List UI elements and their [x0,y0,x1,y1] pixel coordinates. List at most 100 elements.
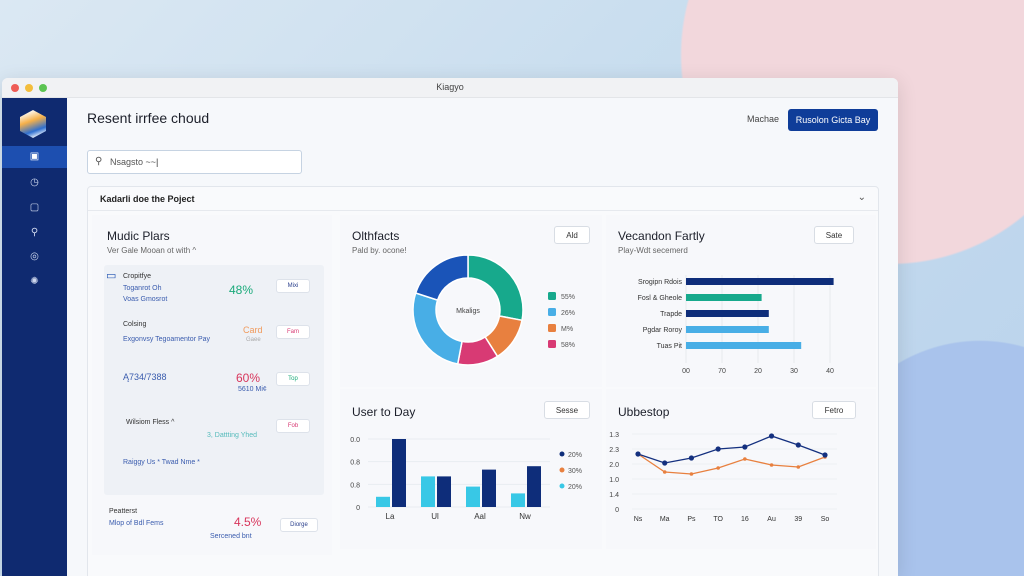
x-tick-label: 20 [754,368,762,375]
data-point [688,455,695,461]
close-button[interactable] [11,84,19,92]
item-sub-value: 5610 Mi¢ [238,386,267,393]
card-title: Olthfacts [352,229,400,243]
y-category-label: Tuas Pit [657,343,682,350]
hbar-card: Vecandon Fartly Play-Wdt secemerd Sate 0… [606,215,876,387]
y-tick-label: 0.0 [350,437,360,444]
legend-swatch [548,324,556,332]
horizontal-bar-chart: 00 70 20 30 40 Srogipn Rdois Fosl & Gheole Trap… [638,275,834,375]
maximize-button[interactable] [39,84,47,92]
x-tick-label: Ps [687,516,696,523]
legend-label: 20% [568,452,582,459]
minimize-button[interactable] [25,84,33,92]
bar [392,439,406,507]
legend-label: 20% [568,484,582,491]
y-tick-label: 0 [356,505,360,512]
nav-clock-icon[interactable]: ◷ [30,177,39,188]
data-point [716,466,720,470]
item-pill-button[interactable]: Diorge [280,518,318,532]
data-point [689,472,694,476]
legend-label: 30% [568,468,582,475]
card-title: Mudic Plars [107,229,170,243]
card-action-button[interactable]: Ald [554,226,590,244]
legend-dot [559,451,565,457]
data-point [742,444,748,450]
item-value: 48% [229,283,254,297]
item-title: Colsing [123,321,147,328]
bar [686,326,769,333]
data-point [769,463,774,467]
bar [686,294,762,301]
data-point [795,442,801,448]
item-title: Cropitfye [123,273,152,280]
data-point [768,433,775,439]
page-title: Resent irrfee choud [87,110,210,126]
nav-search-icon[interactable]: ⚲ [30,227,39,238]
data-point [662,460,668,466]
card-title: Vecandon Fartly [618,229,705,243]
card-subtitle: Pald by. ocone! [352,246,407,255]
bar [376,496,390,507]
y-tick-label: 1.4 [609,492,619,499]
donut-center-label: Mkaligs [456,308,480,315]
primary-button[interactable]: Rusolon Gicta Bay [788,109,878,131]
y-tick-label: 1.3 [609,432,619,439]
card-action-button[interactable]: Sate [814,226,854,244]
chevron-down-icon[interactable]: ⌄ [857,192,866,203]
item-value: 4.5% [234,515,262,529]
data-point [662,470,667,474]
search-input[interactable]: ⚲ Nsagsto ~~| [87,150,302,174]
x-tick-label: 30 [790,368,798,375]
bar [482,469,496,507]
donut-chart: Mkaligs 55% 26% M% 58% [412,254,575,366]
panel-header[interactable]: Kadarli doe the Poject ⌄ [88,187,878,211]
nav-dashboard-icon[interactable]: ▣ [2,146,67,168]
legend-swatch [548,340,556,348]
y-tick-label: 2.0 [609,462,619,469]
item-pill-button[interactable]: Fob [276,419,310,433]
item-sub-value: Sercened bnt [210,533,252,540]
nav-settings-icon[interactable]: ◎ [30,251,39,262]
card-action-button[interactable]: Sesse [544,401,590,419]
nav-gear-icon[interactable]: ✺ [30,276,39,287]
bar [466,486,480,507]
nav-calendar-icon[interactable]: ▢ [29,202,40,213]
checkbox-icon[interactable]: ▭ [106,270,117,282]
legend-dot [559,467,565,473]
y-category-label: Fosl & Gheole [638,295,682,302]
x-tick-label: 16 [741,516,749,523]
app-logo [20,110,46,138]
line-chart: 1.3 2.3 2.0 1.0 1.4 0 Ns Ma Ps TO 16 Au 39 So [609,432,837,523]
item-sub-value: 3, Dattting Yhed [207,432,258,439]
legend-label: 58% [561,342,575,349]
donut-card: Olthfacts Pald by. ocone! Ald Mkaligs 55%… [340,215,602,387]
x-tick-label: 00 [682,368,690,375]
bar [421,476,435,507]
donut-slice [412,292,463,365]
bar-chart: 0.0 0.8 0.8 0 La Ul Aal Nw 20% 30% 20% [350,437,582,521]
item-value: 60% [236,371,261,385]
x-tick-label: Ma [660,516,670,523]
sidebar: ▣ ◷ ▢ ⚲ ◎ ✺ [2,98,67,576]
bar [686,310,769,317]
item-pill-button[interactable]: Mixi [276,279,310,293]
item-line: Mlop of Bdl Fems [109,520,164,527]
item-pill-button[interactable]: Fam [276,325,310,339]
data-point [796,465,801,469]
item-pill-button[interactable]: Top [276,372,310,386]
legend-label: 26% [561,310,575,317]
x-tick-label: Nw [519,512,531,521]
bar [437,476,451,507]
x-tick-label: 70 [718,368,726,375]
x-tick-label: 40 [826,368,834,375]
search-value: Nsagsto ~~ [110,157,157,167]
item-line: Raiggy Us * Twad Nme * [123,459,200,466]
legend-dot [559,483,565,489]
series-line [637,453,826,475]
y-tick-label: 1.0 [609,477,619,484]
card-action-button[interactable]: Fetro [812,401,856,419]
x-tick-label: 39 [794,516,802,523]
main-content: Resent irrfee choud Machae Rusolon Gicta… [67,98,898,576]
card-subtitle[interactable]: Ver Gale Mooan ot with ^ [107,246,197,255]
secondary-button[interactable]: Machae [747,114,780,124]
